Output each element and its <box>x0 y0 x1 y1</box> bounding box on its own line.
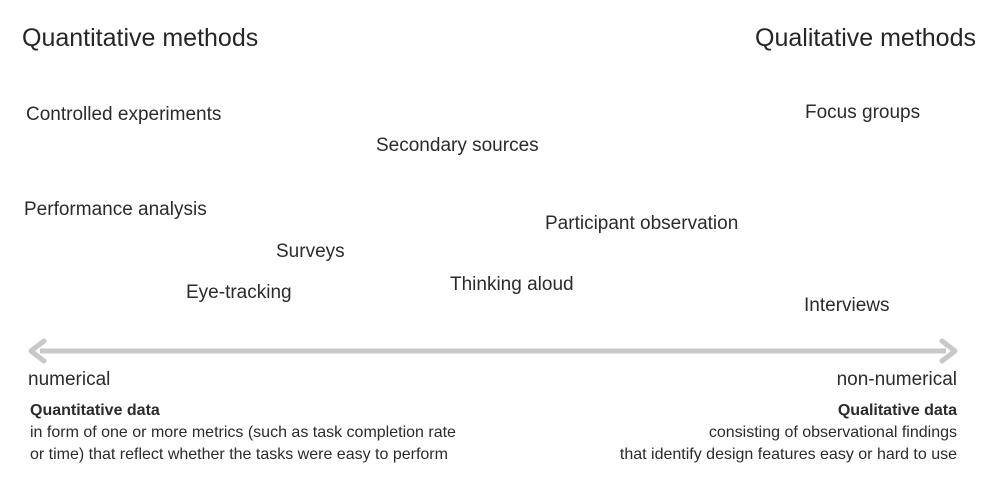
qualitative-data-title: Qualitative data <box>837 402 957 419</box>
method-focus-groups: Focus groups <box>805 102 921 123</box>
qualitative-data-line-1: consisting of observational findings <box>708 424 957 441</box>
axis-label-numerical: numerical <box>28 369 111 390</box>
method-interviews: Interviews <box>804 295 890 316</box>
qualitative-data-description: Qualitative data consisting of observati… <box>620 400 957 466</box>
qualitative-data-line-2: that identify design features easy or ha… <box>619 446 957 463</box>
quantitative-data-line-1: in form of one or more metrics (such as … <box>30 424 456 441</box>
method-controlled-experiments: Controlled experiments <box>26 104 222 125</box>
quantitative-data-description: Quantitative data in form of one or more… <box>30 400 456 466</box>
heading-quantitative-methods: Quantitative methods <box>22 24 259 52</box>
quantitative-data-title: Quantitative data <box>30 402 160 419</box>
method-secondary-sources: Secondary sources <box>376 135 539 156</box>
method-eye-tracking: Eye-tracking <box>186 282 292 303</box>
method-surveys: Surveys <box>276 241 345 262</box>
method-participant-observation: Participant observation <box>545 213 739 234</box>
method-performance-analysis: Performance analysis <box>24 199 207 220</box>
method-thinking-aloud: Thinking aloud <box>450 274 574 295</box>
spectrum-arrow-right-head <box>939 338 958 364</box>
spectrum-arrow-left-head <box>28 338 47 364</box>
heading-qualitative-methods: Qualitative methods <box>755 24 976 52</box>
quantitative-data-line-2: or time) that reflect whether the tasks … <box>30 446 448 463</box>
axis-label-non-numerical: non-numerical <box>836 369 957 390</box>
